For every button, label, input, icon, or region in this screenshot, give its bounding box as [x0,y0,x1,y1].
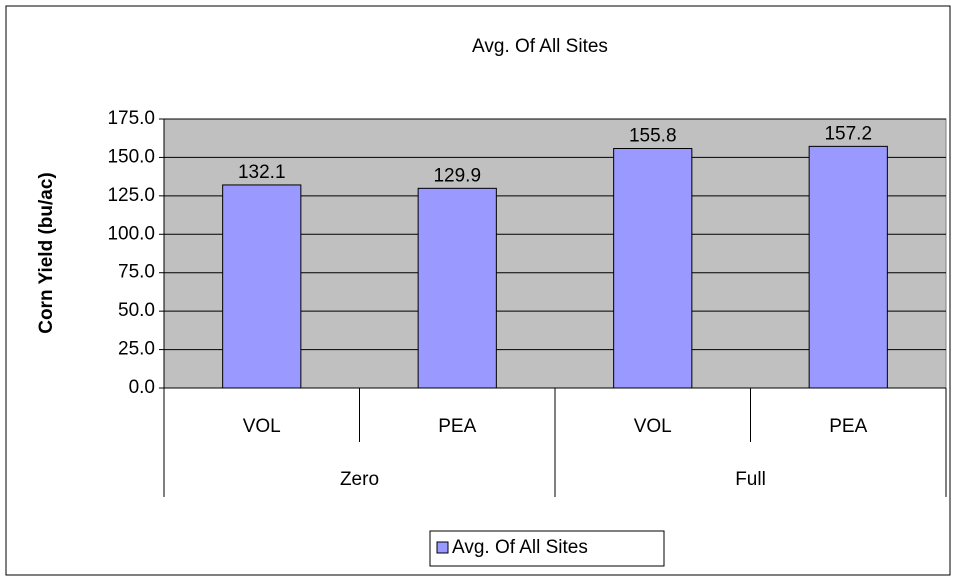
legend-label: Avg. Of All Sites [452,537,588,558]
x-tick-label: VOL [243,416,281,437]
y-tick-label: 100.0 [107,223,155,244]
x-group-label: Zero [340,469,379,490]
y-tick-label: 50.0 [118,300,155,321]
legend-swatch [436,541,449,554]
value-label: 157.2 [824,123,872,144]
value-label: 132.1 [238,162,286,183]
y-tick-label: 125.0 [107,185,155,206]
bar [222,184,302,389]
y-tick-label: 25.0 [118,339,155,360]
x-tick-label: VOL [634,416,672,437]
y-axis-label: Corn Yield (bu/ac) [36,172,57,334]
bar [808,145,888,389]
value-label: 155.8 [629,126,677,147]
bar [417,187,497,389]
y-tick-label: 175.0 [107,108,155,129]
x-tick-label: PEA [829,416,867,437]
x-group-label: Full [735,469,766,490]
bar [613,148,693,389]
chart-title: Avg. Of All Sites [472,36,608,57]
y-tick-label: 0.0 [129,377,155,398]
y-tick-label: 75.0 [118,262,155,283]
x-tick-label: PEA [438,416,476,437]
y-tick-label: 150.0 [107,146,155,167]
value-label: 129.9 [433,165,481,186]
legend-box [429,530,665,567]
